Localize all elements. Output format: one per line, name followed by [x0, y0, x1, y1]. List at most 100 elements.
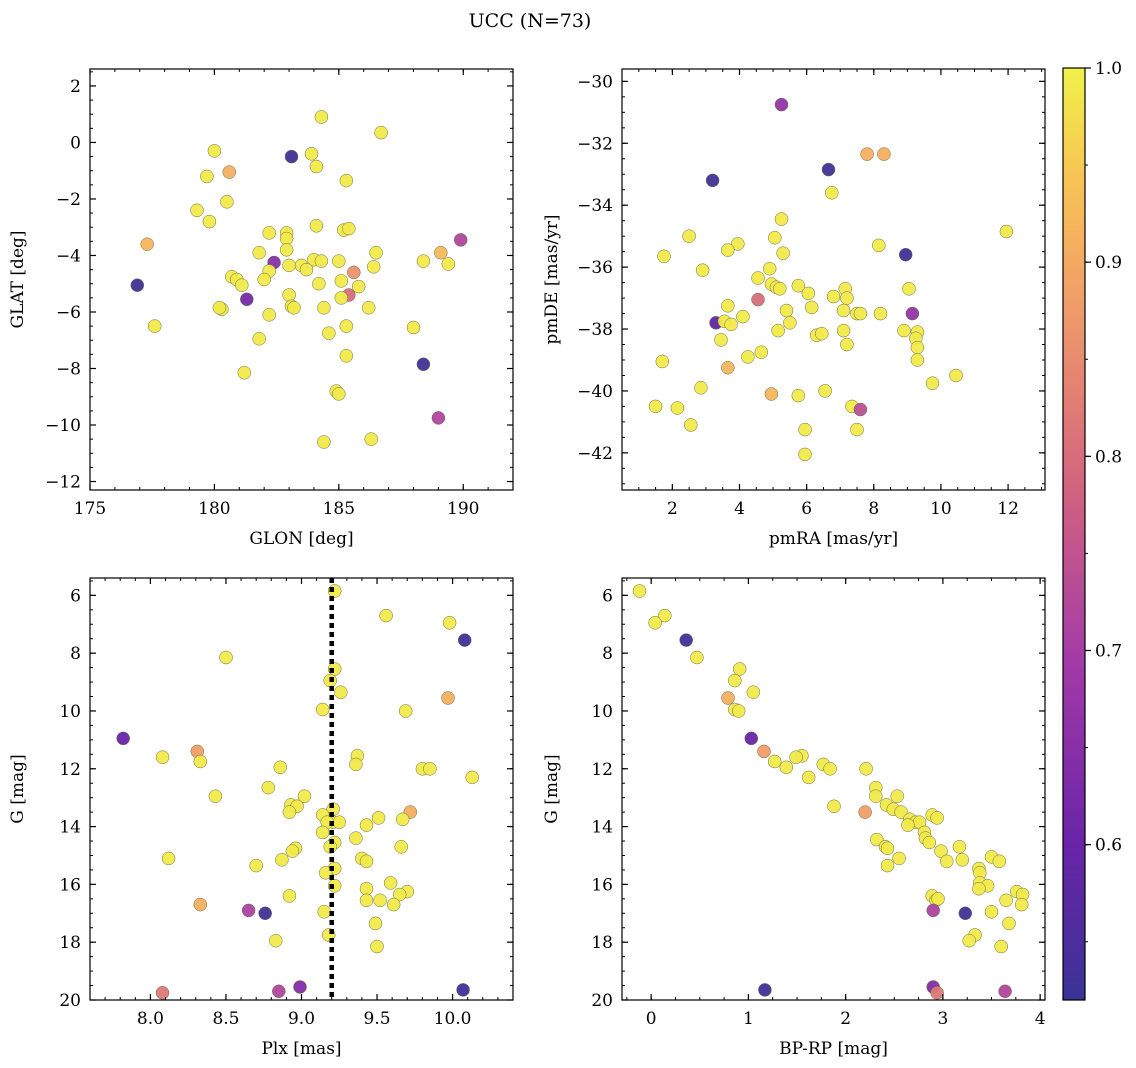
data-point [202, 214, 217, 229]
data-point [853, 306, 868, 321]
data-point [721, 243, 735, 257]
y-tick-label: −4 [56, 246, 81, 266]
data-point [827, 799, 841, 814]
y-tick-label: 18 [591, 933, 613, 953]
data-point [383, 876, 398, 890]
data-point [694, 381, 708, 395]
data-point [284, 149, 299, 164]
data-point [791, 388, 806, 403]
data-point [314, 254, 329, 268]
data-point [406, 320, 421, 335]
data-point [237, 365, 252, 380]
data-point [779, 303, 794, 318]
axes-frame [89, 68, 514, 491]
y-tick-label: 18 [59, 933, 81, 953]
data-point [416, 357, 431, 372]
data-point [379, 608, 393, 623]
data-point [771, 323, 785, 338]
data-point [801, 286, 816, 301]
data-point [394, 840, 408, 854]
data-point [1014, 897, 1029, 912]
axes-frame [621, 68, 1046, 491]
data-point [774, 97, 789, 112]
y-tick-label: −38 [577, 320, 613, 340]
data-point [930, 811, 944, 825]
y-tick-label: 8 [70, 644, 81, 664]
data-point [744, 731, 759, 746]
data-point [836, 303, 851, 318]
data-point [940, 854, 954, 869]
data-point [925, 376, 940, 390]
data-point [212, 301, 227, 315]
x-tick-label: 1 [743, 1009, 754, 1029]
data-point [657, 249, 671, 264]
data-point [901, 818, 915, 832]
y-tick-label: −40 [577, 382, 613, 402]
data-point [342, 221, 356, 236]
y-tick-label: 12 [591, 760, 613, 780]
data-point [275, 853, 289, 867]
data-point [222, 165, 237, 179]
y-tick-label: −2 [56, 190, 81, 210]
data-point [339, 173, 354, 188]
data-point [208, 789, 223, 803]
x-tick-label: 9.0 [288, 1009, 315, 1029]
axes-frame [621, 577, 1046, 1001]
x-tick-label: 2 [840, 1009, 851, 1029]
y-axis-label: pmDE [mas/yr] [542, 214, 562, 344]
data-point [252, 245, 266, 260]
data-point [648, 616, 662, 630]
data-point [293, 980, 307, 994]
data-point [334, 685, 348, 699]
y-axis-label: G [mag] [8, 754, 28, 823]
y-tick-label: −36 [577, 258, 613, 278]
colorbar-tick-label: 1.0 [1095, 59, 1122, 79]
data-point [339, 349, 354, 363]
data-point [798, 447, 812, 462]
colorbar-gradient [1062, 67, 1086, 1001]
data-point [732, 662, 747, 676]
data-point [309, 219, 324, 233]
data-point [370, 939, 384, 954]
data-point [632, 584, 647, 598]
data-point [359, 854, 374, 869]
data-point [897, 323, 911, 338]
data-point [322, 326, 336, 340]
data-point [840, 337, 854, 352]
data-point [949, 368, 963, 383]
data-point [776, 246, 790, 260]
data-point [318, 866, 333, 880]
y-tick-label: 16 [591, 875, 613, 895]
data-point [773, 282, 787, 296]
data-point [339, 319, 354, 333]
data-point [366, 260, 381, 274]
data-point [850, 422, 864, 437]
data-point [297, 789, 312, 803]
y-tick-label: 8 [602, 644, 613, 664]
data-point [741, 350, 755, 364]
data-point [821, 162, 836, 177]
data-point [304, 147, 319, 161]
x-tick-label: 8.0 [137, 1009, 164, 1029]
data-point [273, 760, 288, 775]
data-point [705, 173, 720, 188]
data-point [860, 147, 874, 161]
data-point [332, 815, 347, 829]
data-point [200, 169, 214, 184]
figure-title: UCC (N=73) [469, 10, 592, 32]
data-point [695, 263, 710, 277]
data-point [910, 353, 925, 367]
x-tick-label: 2 [667, 499, 678, 519]
x-tick-label: 8 [868, 499, 879, 519]
data-point [858, 805, 872, 819]
y-tick-label: 20 [591, 991, 613, 1011]
data-point [994, 939, 1008, 954]
data-point [334, 274, 349, 288]
data-point [926, 903, 940, 918]
y-tick-label: 12 [59, 760, 81, 780]
data-point [762, 261, 777, 276]
data-point [359, 881, 374, 896]
data-point [392, 887, 407, 902]
